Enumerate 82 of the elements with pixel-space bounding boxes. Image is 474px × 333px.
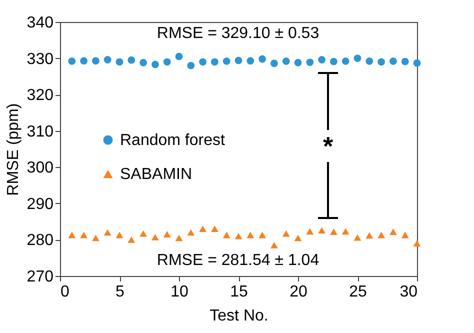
- y-tick-label: 340: [26, 14, 54, 32]
- point: [187, 62, 195, 70]
- x-axis-title: Test No.: [210, 308, 268, 324]
- point: [378, 58, 386, 66]
- point: [151, 234, 159, 240]
- point: [199, 226, 207, 232]
- point: [282, 230, 290, 237]
- x-tick-label: 30: [400, 284, 418, 300]
- point: [222, 232, 230, 238]
- point: [342, 57, 350, 65]
- point: [140, 58, 148, 66]
- point: [104, 56, 112, 64]
- point: [318, 227, 326, 234]
- x-tick-label: 5: [116, 284, 125, 300]
- point: [270, 60, 278, 68]
- point: [92, 57, 100, 65]
- point: [366, 57, 374, 65]
- point: [306, 58, 314, 66]
- point: [234, 56, 242, 64]
- x-tick-label: 10: [170, 284, 188, 300]
- point: [175, 234, 183, 242]
- point: [270, 242, 278, 248]
- point: [210, 58, 218, 66]
- point: [68, 232, 76, 238]
- x-tick-label: 15: [230, 284, 248, 300]
- y-tick-label: 280: [26, 232, 54, 250]
- point: [389, 228, 397, 235]
- point: [151, 60, 159, 68]
- point: [413, 59, 421, 67]
- point: [175, 52, 183, 60]
- point: [413, 240, 421, 247]
- point: [92, 234, 100, 242]
- y-tick-label: 290: [26, 196, 54, 213]
- y-tick-label: 300: [26, 160, 54, 177]
- point: [116, 58, 124, 66]
- point: [234, 232, 242, 240]
- point: [306, 228, 314, 235]
- y-tick-label: 320: [26, 87, 54, 104]
- point: [401, 232, 409, 238]
- point: [104, 229, 112, 236]
- point: [294, 234, 302, 242]
- point: [80, 57, 88, 65]
- point: [246, 232, 254, 238]
- point: [294, 58, 302, 66]
- point: [318, 56, 326, 64]
- legend-label: Random forest: [120, 132, 226, 149]
- point: [163, 58, 171, 66]
- point: [282, 57, 290, 65]
- point: [80, 232, 88, 238]
- point: [187, 229, 195, 236]
- x-tick-label: 0: [60, 284, 70, 300]
- annotation: RMSE = 281.54 ± 1.04: [156, 252, 320, 269]
- y-tick-label: 310: [26, 123, 54, 140]
- point: [246, 57, 254, 65]
- y-tick-label: 330: [26, 50, 54, 68]
- point: [401, 58, 409, 66]
- legend-label: SABAMIN: [120, 166, 192, 183]
- point: [366, 232, 374, 239]
- x-tick-label: 25: [349, 284, 367, 300]
- point: [258, 55, 266, 63]
- point: [210, 226, 218, 232]
- point: [140, 230, 148, 237]
- point: [199, 58, 207, 66]
- annotation: *: [322, 131, 334, 161]
- point: [354, 54, 362, 62]
- y-tick-label: 270: [26, 268, 54, 286]
- point: [68, 57, 76, 65]
- point: [163, 231, 171, 238]
- point: [128, 236, 136, 243]
- point: [378, 232, 386, 238]
- y-axis-title: RMSE (ppm): [4, 103, 22, 196]
- point: [128, 56, 136, 64]
- point: [116, 232, 124, 238]
- annotation: RMSE = 329.10 ± 0.53: [156, 25, 320, 42]
- point: [330, 228, 338, 235]
- x-tick-label: 20: [290, 284, 308, 300]
- point: [342, 228, 350, 235]
- point: [330, 58, 338, 66]
- point: [258, 232, 266, 238]
- point: [222, 57, 230, 65]
- point: [389, 57, 397, 65]
- point: [354, 234, 362, 241]
